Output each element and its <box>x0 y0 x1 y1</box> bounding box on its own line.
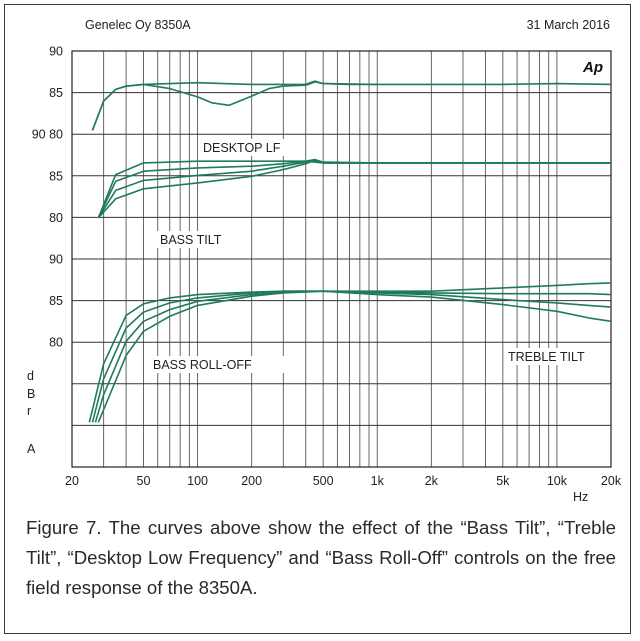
chart-grid: 90 85 90 80 85 80 90 85 80 dBr A 20 50 100 200 500 1k 2k… <box>27 45 622 505</box>
treble-tilt-label: TREBLE TILT <box>508 350 585 364</box>
x-tick-label: 10k <box>547 474 568 488</box>
chart-curves <box>88 80 612 423</box>
response-curve <box>97 159 611 219</box>
response-curve <box>91 81 378 131</box>
x-tick-label: 20k <box>601 474 622 488</box>
figure-frame <box>4 4 631 634</box>
ap-logo: Ap <box>582 59 603 76</box>
desktop-lf-label-bg <box>200 139 302 156</box>
x-tick-label: 20 <box>65 474 79 488</box>
y-tick-label: 80 <box>49 336 63 350</box>
y-unit-label: r <box>27 404 31 418</box>
chart-labels: DESKTOP LF BASS TILT BASS ROLL-OFF TREBLE T… <box>150 139 605 373</box>
x-tick-label: 50 <box>137 474 151 488</box>
y-tick-label: 85 <box>49 294 63 308</box>
y-tick-label: 90 <box>49 45 63 59</box>
header-left: Genelec Oy 8350A <box>85 18 191 32</box>
bass-tilt-label-bg <box>157 231 247 248</box>
response-curve <box>97 158 611 219</box>
response-curve <box>91 290 612 423</box>
bass-roll-off-label-bg <box>150 356 284 373</box>
header-right: 31 March 2016 <box>527 18 610 32</box>
bass-roll-off-label: BASS ROLL-OFF <box>153 358 252 372</box>
figure-caption: Figure 7. The curves above show the effe… <box>26 517 616 598</box>
x-tick-label: 2k <box>425 474 439 488</box>
plot-border <box>71 50 612 468</box>
x-tick-label: 500 <box>313 474 334 488</box>
y-tick-label: 90 <box>49 253 63 267</box>
x-tick-label: 1k <box>371 474 385 488</box>
x-tick-label: 100 <box>187 474 208 488</box>
y-tick-label: 85 <box>49 169 63 183</box>
desktop-lf-label: DESKTOP LF <box>203 141 281 155</box>
treble-tilt-label-bg <box>505 348 605 365</box>
y-tick-label: 90 80 <box>32 128 63 142</box>
bass-tilt-label: BASS TILT <box>160 233 222 247</box>
x-tick-label: 5k <box>496 474 510 488</box>
y-tick-label: 85 <box>49 86 63 100</box>
y-unit-label: B <box>27 387 35 401</box>
y-tick-label: 80 <box>49 211 63 225</box>
response-curve <box>97 290 612 423</box>
x-unit-label: Hz <box>573 490 588 504</box>
x-tick-label: 200 <box>241 474 262 488</box>
y-unit-label: A <box>27 442 36 456</box>
y-unit-label: d <box>27 369 34 383</box>
